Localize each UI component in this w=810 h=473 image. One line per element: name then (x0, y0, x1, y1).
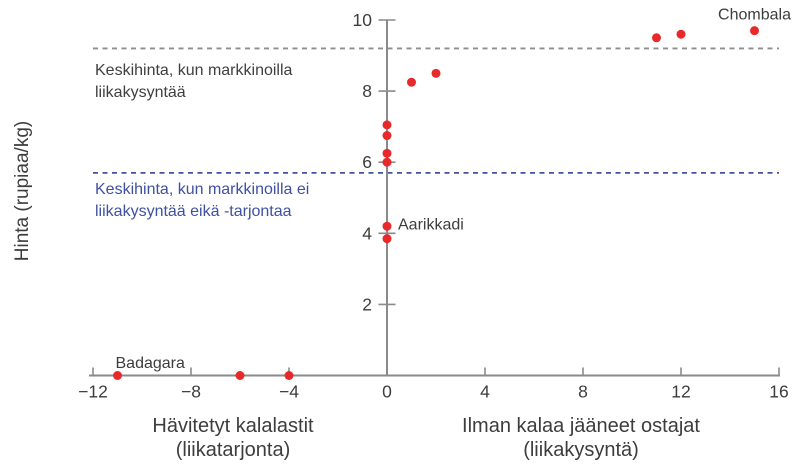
data-point (382, 120, 392, 130)
x-tick-label: −4 (279, 382, 299, 402)
x-tick-label: −12 (78, 382, 108, 402)
x-axis-title-right-line1: Ilman kalaa jääneet ostajat (462, 415, 700, 437)
y-tick-label: 2 (362, 294, 372, 314)
equilibrium-avg-price-note-line2: liikakysyntää eikä -tarjontaa (95, 203, 292, 220)
data-point (382, 157, 392, 167)
x-tick-label: 4 (480, 382, 490, 402)
x-tick-label: 0 (382, 382, 392, 402)
data-point-label: Badagara (116, 355, 185, 372)
x-axis-title-right-line2: (liikakysyntä) (523, 439, 639, 461)
excess-demand-avg-price-note-line2: liikakysyntää (95, 84, 186, 101)
data-point (382, 221, 392, 231)
data-point-label: Chombala (718, 7, 791, 24)
y-tick-label: 10 (353, 10, 373, 30)
y-tick-label: 8 (362, 81, 372, 101)
data-point (750, 26, 759, 36)
data-point (284, 371, 294, 380)
data-point (407, 77, 416, 87)
data-point-label: Aarikkadi (398, 217, 464, 234)
data-point (676, 29, 686, 39)
x-tick-label: 8 (578, 382, 588, 402)
excess-demand-avg-price-note: Keskihinta, kun markkinoilla liikakysynt… (95, 60, 292, 104)
x-axis-title-left-line1: Hävitetyt kalalastit (152, 415, 314, 437)
equilibrium-avg-price-note: Keskihinta, kun markkinoilla ei liikakys… (95, 179, 309, 223)
x-axis-title-left-line2: (liikatarjonta) (175, 439, 291, 461)
x-axis-title-left: Hävitetyt kalalastit (liikatarjonta) (83, 414, 383, 462)
x-tick-label: 12 (671, 382, 690, 402)
data-point (382, 234, 392, 244)
data-point (652, 33, 661, 43)
x-tick-label: 16 (769, 382, 788, 402)
equilibrium-avg-price-note-line1: Keskihinta, kun markkinoilla ei (95, 181, 310, 198)
excess-demand-avg-price-note-line1: Keskihinta, kun markkinoilla (95, 62, 293, 79)
data-point (382, 131, 392, 141)
y-tick-label: 6 (362, 152, 372, 172)
y-tick-label: 4 (362, 223, 372, 243)
x-tick-label: −8 (181, 382, 201, 402)
data-point (113, 371, 122, 380)
x-axis-title-right: Ilman kalaa jääneet ostajat (liikakysynt… (431, 414, 731, 462)
data-point (431, 68, 441, 78)
data-point (382, 148, 392, 158)
data-point (235, 371, 245, 380)
